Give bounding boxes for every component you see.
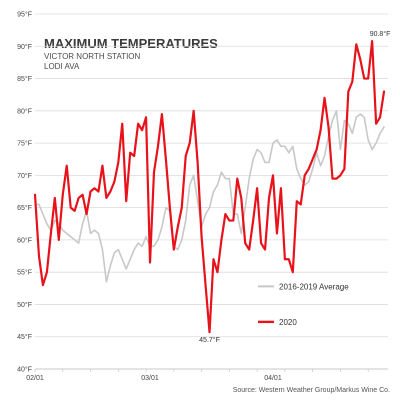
data-annotation: 45.7°F (199, 336, 220, 344)
y-tick-label: 80°F (17, 107, 32, 115)
y-tick-label: 55°F (17, 269, 32, 277)
y-tick-label: 50°F (17, 301, 32, 309)
y-tick-label: 40°F (17, 366, 32, 374)
x-tick-label: 03/01 (141, 375, 159, 382)
y-tick-label: 95°F (17, 11, 32, 19)
chart-title: MAXIMUM TEMPERATURES (44, 36, 218, 51)
x-tick-label: 02/01 (26, 375, 44, 382)
y-tick-label: 70°F (17, 172, 32, 180)
data-annotation: 90.8°F (370, 30, 391, 38)
chart-subtitle-station: VICTOR NORTH STATION (44, 52, 141, 61)
y-tick-label: 75°F (17, 140, 32, 148)
series-line-average (34, 110, 385, 283)
y-tick-label: 45°F (17, 333, 32, 341)
legend-label: 2016-2019 Average (279, 282, 349, 291)
legend-label: 2020 (279, 318, 297, 327)
series-line-2020 (33, 40, 386, 334)
y-tick-label: 85°F (17, 75, 32, 83)
y-tick-label: 65°F (17, 204, 32, 212)
y-tick-label: 60°F (17, 236, 32, 244)
chart-subtitle-ava: LODI AVA (44, 62, 80, 71)
y-tick-label: 90°F (17, 43, 32, 51)
x-tick-label: 04/01 (264, 375, 282, 382)
chart-source: Source: Western Weather Group/Markus Win… (232, 387, 390, 394)
